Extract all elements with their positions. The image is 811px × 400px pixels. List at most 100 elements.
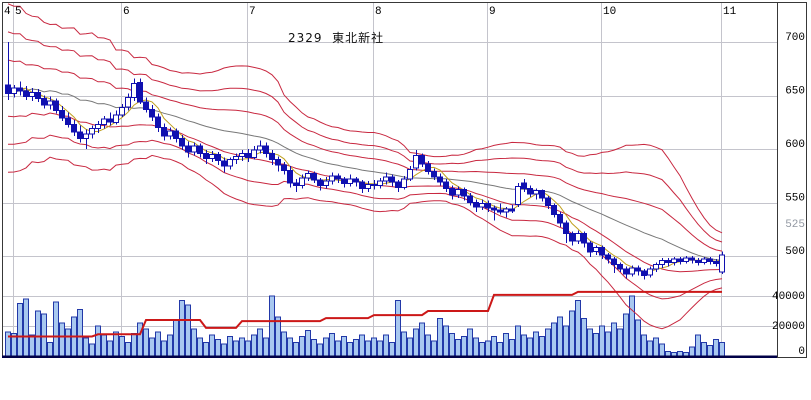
candle (593, 246, 599, 253)
candle (713, 260, 719, 264)
candle (215, 153, 221, 162)
candle (413, 154, 419, 169)
candle (11, 87, 17, 94)
bollinger-band-plus1sigma-line (7, 59, 723, 252)
candle (707, 258, 713, 262)
candle (359, 181, 365, 190)
price-tick-label: 600 (785, 139, 805, 151)
candle (161, 127, 167, 137)
candle (569, 233, 575, 242)
candle (647, 268, 653, 276)
volume-bar (653, 337, 659, 357)
candle (191, 145, 197, 153)
volume-bar (377, 340, 383, 357)
volume-bar (113, 331, 119, 357)
volume-bar (689, 346, 695, 357)
volume-bar (587, 328, 593, 357)
series-layer (5, 3, 725, 357)
candle (101, 118, 107, 125)
candle (131, 83, 137, 99)
volume-bar (503, 333, 509, 357)
volume-bar (317, 343, 323, 357)
volume-bar (449, 333, 455, 357)
volume-bar (287, 337, 293, 357)
candle (137, 82, 143, 103)
volume-bar (383, 334, 389, 357)
volume-bar (395, 300, 401, 357)
volume-bar (425, 334, 431, 357)
candle (77, 131, 83, 139)
volume-bar (629, 295, 635, 357)
candle (317, 179, 323, 186)
candle (167, 130, 173, 137)
volume-bar (179, 300, 185, 357)
volume-bar (197, 337, 203, 357)
volume-bar (701, 342, 707, 357)
volume-bar (89, 343, 95, 357)
candle (125, 97, 131, 108)
price-tick-label: 550 (785, 192, 805, 204)
volume-ma-line (8, 290, 722, 338)
candle (557, 213, 563, 224)
bollinger-band-minus2sigma-line (8, 134, 723, 300)
candle (233, 156, 239, 161)
candle (35, 91, 41, 100)
bollinger-band-plus2sigma-line (7, 31, 723, 243)
volume-bar (125, 342, 131, 357)
frame-layer (2, 2, 807, 358)
volume-bar (641, 334, 647, 357)
candle (347, 178, 353, 184)
volume-bar (533, 331, 539, 357)
volume-bar (221, 343, 227, 357)
volume-bar (353, 339, 359, 357)
candle (275, 159, 281, 166)
month-label: 8 (375, 6, 382, 18)
candle (677, 258, 683, 262)
candle (71, 123, 77, 133)
candle (701, 258, 707, 263)
candle (611, 258, 617, 266)
candle (629, 267, 635, 275)
candle (449, 188, 455, 196)
candle (491, 207, 497, 211)
candle (173, 130, 179, 139)
candle (575, 233, 581, 242)
bollinger-band-minus3sigma-line (7, 154, 723, 330)
volume-bar (203, 342, 209, 357)
candle (473, 202, 479, 208)
volume-bar (569, 310, 575, 357)
volume-bar (659, 343, 665, 357)
candle (383, 176, 389, 182)
volume-bar (647, 340, 653, 357)
volume-bar (461, 336, 467, 357)
volume-bar (443, 325, 449, 357)
candle (683, 257, 689, 262)
candle (311, 173, 317, 181)
candle (695, 259, 701, 263)
candle (635, 267, 641, 272)
volume-bar (215, 339, 221, 357)
candle (113, 114, 119, 123)
candle (419, 154, 425, 165)
candle (437, 176, 443, 183)
candle (305, 173, 311, 179)
candle (485, 203, 491, 209)
volume-bar (455, 339, 461, 357)
volume-bars-layer (5, 295, 725, 357)
candle (719, 254, 725, 273)
volume-bar (101, 334, 107, 357)
candle (107, 118, 113, 123)
volume-bar (29, 334, 35, 357)
volume-bar (251, 334, 257, 357)
candle (665, 259, 671, 263)
volume-bar (539, 336, 545, 357)
bollinger-band-minus1sigma-line (7, 112, 723, 273)
candle (47, 100, 53, 106)
volume-bar (389, 342, 395, 357)
volume-bar (341, 336, 347, 357)
volume-bar (47, 342, 53, 357)
volume-bar (599, 325, 605, 357)
month-label: 11 (723, 6, 737, 18)
chart-title: 2329 東北新社 (288, 31, 385, 45)
